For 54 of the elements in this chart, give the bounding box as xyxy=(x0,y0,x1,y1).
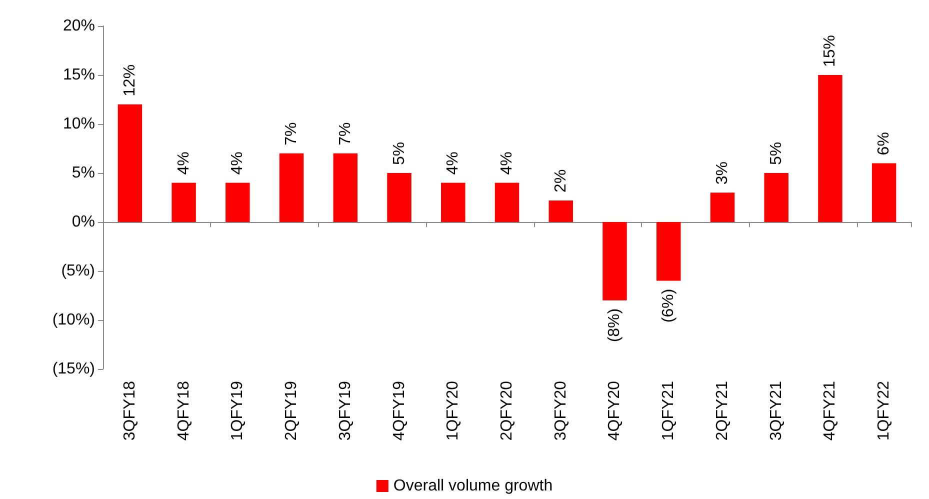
data-label: 2% xyxy=(552,169,570,192)
x-tick-label: 4QFY21 xyxy=(822,380,839,441)
data-label: 4% xyxy=(229,152,246,175)
data-label: 5% xyxy=(768,142,785,165)
data-label: 3% xyxy=(714,161,731,185)
y-tick-label: 15% xyxy=(62,66,95,84)
bar xyxy=(387,173,412,222)
y-tick-label: 0% xyxy=(72,214,95,230)
x-tick-label: 1QFY21 xyxy=(660,380,678,441)
bar xyxy=(764,173,788,222)
y-tick-label: (10%) xyxy=(52,312,95,328)
x-tick-label: 3QFY20 xyxy=(552,380,570,441)
x-tick-label: 1QFY20 xyxy=(444,380,462,441)
x-tick-label: 1QFY22 xyxy=(876,380,893,441)
bar xyxy=(441,182,466,222)
data-label: 4% xyxy=(444,152,462,175)
y-tick-label: 20% xyxy=(62,18,95,34)
data-label: 7% xyxy=(283,122,300,146)
data-label: 7% xyxy=(336,122,354,146)
bar xyxy=(818,75,842,222)
data-label: 12% xyxy=(121,64,138,96)
x-tick-label: 3QFY18 xyxy=(121,380,138,441)
bar xyxy=(656,222,681,281)
x-tick-label: 4QFY18 xyxy=(175,380,192,441)
y-tick-label: (5%) xyxy=(61,262,95,280)
y-tick-label: 10% xyxy=(62,116,95,132)
x-tick-label: 2QFY19 xyxy=(283,380,300,441)
x-tick-label: 1QFY19 xyxy=(229,380,246,441)
bar xyxy=(172,182,196,222)
y-tick-label: 5% xyxy=(72,164,95,182)
data-label: 5% xyxy=(390,142,408,165)
y-tick-label: (15%) xyxy=(52,360,95,378)
x-tick-label: 3QFY21 xyxy=(768,380,785,441)
bar xyxy=(333,153,358,222)
data-label: 4% xyxy=(175,152,192,175)
bar xyxy=(118,104,142,222)
bar xyxy=(226,182,250,222)
data-label: 6% xyxy=(876,132,893,156)
bar xyxy=(602,222,627,300)
bar xyxy=(494,182,520,222)
x-tick-label: 3QFY19 xyxy=(336,380,354,441)
x-tick-label: 2QFY20 xyxy=(498,380,516,441)
data-label: (6%) xyxy=(660,288,678,323)
x-tick-label: 4QFY20 xyxy=(606,380,624,441)
legend-label: Overall volume growth xyxy=(393,478,553,494)
bar xyxy=(710,192,735,222)
bar xyxy=(872,163,896,222)
data-label: 15% xyxy=(822,34,839,67)
bar xyxy=(548,200,573,222)
data-label: 4% xyxy=(498,152,516,175)
x-tick-label: 2QFY21 xyxy=(714,380,731,441)
data-label: (8%) xyxy=(606,308,624,342)
bar xyxy=(279,153,304,222)
x-tick-label: 4QFY19 xyxy=(390,380,408,441)
